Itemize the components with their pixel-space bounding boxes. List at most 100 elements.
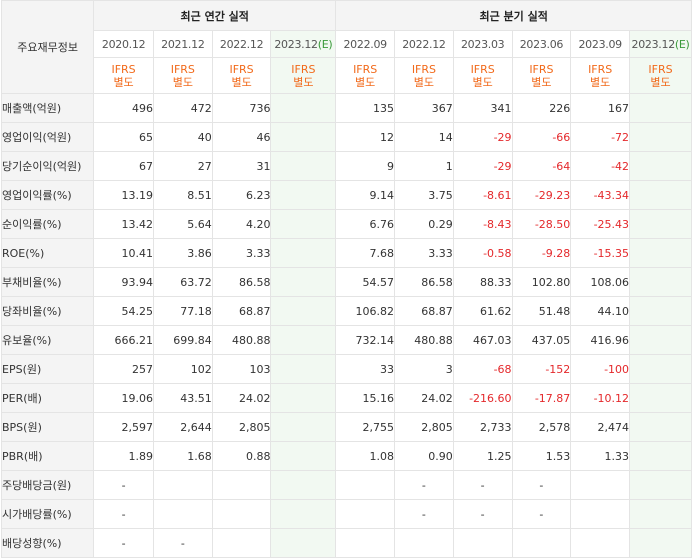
row-label: 순이익률(%)	[0, 209, 95, 239]
value-cell: 40	[152, 122, 213, 152]
period-label: 2022.09	[343, 37, 387, 51]
value-cell: -64	[511, 151, 572, 181]
value-cell	[511, 528, 572, 558]
value-cell	[270, 267, 337, 297]
value-cell: -	[93, 528, 154, 558]
value-cell: 416.96	[570, 325, 631, 355]
value-cell: 68.87	[394, 296, 454, 326]
period-label: 2023.12	[274, 37, 318, 51]
value-cell: 106.82	[335, 296, 396, 326]
value-cell: 102	[152, 354, 213, 384]
table-row: 배당성향(%) - -	[0, 528, 692, 558]
value-cell: 6.76	[335, 209, 396, 239]
value-cell	[629, 267, 692, 297]
value-cell	[270, 180, 337, 210]
period-header: 2023.03	[452, 30, 513, 58]
value-cell: 5.64	[152, 209, 213, 239]
value-cell: 65	[93, 122, 154, 152]
value-cell: 1	[394, 151, 454, 181]
row-label: 당기순이익(억원)	[0, 151, 95, 181]
value-cell: 24.02	[394, 383, 454, 413]
value-cell: -43.34	[570, 180, 631, 210]
value-cell: -8.61	[452, 180, 513, 210]
ifrs-basis-label: IFRS 별도	[394, 57, 454, 94]
period-label: 2023.03	[460, 37, 505, 51]
value-cell: 24.02	[211, 383, 272, 413]
period-header: 2023.06	[511, 30, 572, 58]
value-cell: 8.51	[152, 180, 213, 210]
value-cell: 732.14	[335, 325, 396, 355]
value-cell: 135	[335, 93, 396, 123]
value-cell: 4.20	[211, 209, 272, 239]
value-cell: -0.58	[452, 238, 513, 268]
value-cell: 61.62	[452, 296, 513, 326]
value-cell: -8.43	[452, 209, 513, 239]
table-row: PBR(배) 1.89 1.68 0.88 1.08 0.90 1.25 1.53 1.33	[0, 441, 692, 471]
value-cell: 9	[335, 151, 396, 181]
ifrs-basis-label: IFRS 별도	[270, 57, 337, 94]
value-cell	[211, 528, 272, 558]
value-cell	[270, 238, 337, 268]
value-cell	[211, 470, 272, 500]
value-cell	[270, 441, 337, 471]
row-label: 매출액(억원)	[0, 93, 95, 123]
row-label: BPS(원)	[0, 412, 95, 442]
value-cell: 1.08	[335, 441, 396, 471]
ifrs-basis-label: IFRS 별도	[629, 57, 692, 94]
value-cell	[629, 499, 692, 529]
value-cell	[629, 383, 692, 413]
value-cell: 0.90	[394, 441, 454, 471]
value-cell	[629, 528, 692, 558]
financial-rows: 매출액(억원) 496 472 736 135 367 341 226 167 영업이익(억원) 6…	[0, 93, 692, 558]
value-cell: -29	[452, 151, 513, 181]
table-row: 주당배당금(원) - - - -	[0, 470, 692, 500]
value-cell	[629, 296, 692, 326]
value-cell: 3.33	[394, 238, 454, 268]
annual-group-title: 최근 연간 실적	[93, 0, 337, 31]
value-cell: 3.86	[152, 238, 213, 268]
period-header: 2022.09	[335, 30, 396, 58]
value-cell: 13.19	[93, 180, 154, 210]
value-cell: 2,578	[511, 412, 572, 442]
ifrs-header-row: IFRS 별도 IFRS 별도 IFRS 별도 IFRS 별도 IFRS 별도 IFRS 별도 IFRS…	[2, 57, 692, 94]
period-header-row: 2020.12 2021.12 2022.12 2023.12(E) 2022.09 20…	[2, 30, 692, 58]
corner-label: 주요재무정보	[0, 0, 95, 94]
value-cell: 2,805	[211, 412, 272, 442]
value-cell: -	[452, 470, 513, 500]
value-cell	[629, 470, 692, 500]
row-label: PER(배)	[0, 383, 95, 413]
value-cell: 43.51	[152, 383, 213, 413]
period-label: 2022.12	[402, 37, 446, 51]
value-cell: 257	[93, 354, 154, 384]
value-cell: -	[511, 470, 572, 500]
value-cell: 367	[394, 93, 454, 123]
value-cell: 31	[211, 151, 272, 181]
value-cell: -	[394, 470, 454, 500]
value-cell: -	[93, 499, 154, 529]
value-cell: -29.23	[511, 180, 572, 210]
row-label: PBR(배)	[0, 441, 95, 471]
value-cell	[335, 470, 396, 500]
period-label: 2023.09	[578, 37, 622, 51]
value-cell: 2,597	[93, 412, 154, 442]
value-cell: 68.87	[211, 296, 272, 326]
period-header: 2021.12	[152, 30, 213, 58]
period-label: 2021.12	[161, 37, 205, 51]
value-cell: 226	[511, 93, 572, 123]
value-cell: 467.03	[452, 325, 513, 355]
estimate-mark: (E)	[317, 37, 333, 51]
value-cell	[629, 354, 692, 384]
value-cell: 54.25	[93, 296, 154, 326]
value-cell: -10.12	[570, 383, 631, 413]
value-cell	[270, 354, 337, 384]
ifrs-basis-label: IFRS 별도	[152, 57, 213, 94]
value-cell: -29	[452, 122, 513, 152]
period-label: 2023.12	[631, 37, 676, 51]
table-row: BPS(원) 2,597 2,644 2,805 2,755 2,805 2,733 2,57…	[0, 412, 692, 442]
value-cell	[270, 528, 337, 558]
value-cell: 736	[211, 93, 272, 123]
value-cell: -	[394, 499, 454, 529]
value-cell	[270, 122, 337, 152]
value-cell: 666.21	[93, 325, 154, 355]
value-cell	[270, 412, 337, 442]
